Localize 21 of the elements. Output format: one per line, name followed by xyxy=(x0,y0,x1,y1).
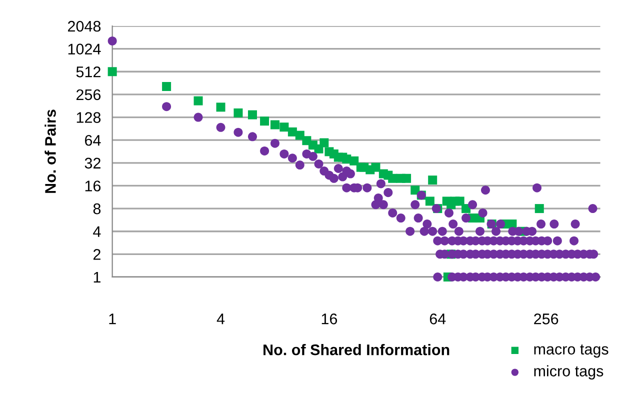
y-tick-label: 2 xyxy=(93,249,100,260)
x-tick-label: 16 xyxy=(322,314,338,324)
x-tick-label: 1 xyxy=(109,314,116,324)
y-tick-label: 64 xyxy=(84,134,101,146)
x-tick-label: 4 xyxy=(216,314,225,324)
legend-label: micro tags xyxy=(534,365,604,380)
y-tick-label: 1024 xyxy=(68,44,101,55)
y-tick-label: 8 xyxy=(93,203,101,214)
x-axis-title: No. of Shared Information xyxy=(264,344,450,356)
x-tick-label: 64 xyxy=(430,314,446,324)
y-tick-label: 256 xyxy=(76,89,101,100)
y-tick-label: 128 xyxy=(76,112,101,123)
y-tick-label: 16 xyxy=(85,180,101,192)
legend-label: macro tags xyxy=(534,344,608,358)
y-tick-label: 2048 xyxy=(68,20,101,32)
y-tick-label: 4 xyxy=(93,226,101,237)
y-tick-label: 512 xyxy=(76,66,100,78)
x-tick-label: 256 xyxy=(534,314,558,324)
y-tick-label: 1 xyxy=(94,272,100,283)
y-axis-title: No. of Pairs xyxy=(44,110,56,193)
y-tick-label: 32 xyxy=(84,158,100,169)
